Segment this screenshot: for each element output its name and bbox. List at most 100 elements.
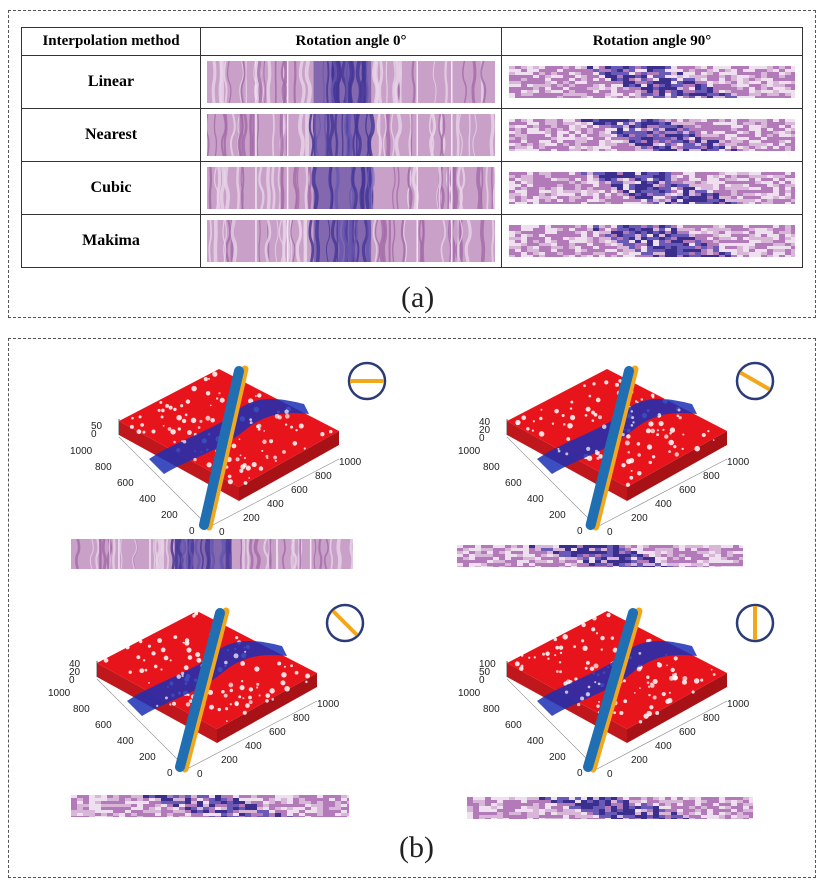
y-tick-label: 600 xyxy=(505,720,522,731)
caption-a: (a) xyxy=(401,281,435,314)
x-tick-label: 200 xyxy=(631,755,648,766)
cut-line-blue xyxy=(585,366,634,530)
cell-rotation-90 xyxy=(501,214,803,268)
histology-strip-90deg xyxy=(509,119,795,151)
y-tick-label: 1000 xyxy=(458,446,481,457)
z-tick-label: 0 xyxy=(91,429,97,440)
slab-side-right xyxy=(627,673,727,743)
histology-strip-90deg xyxy=(509,225,795,257)
histology-strip-90deg xyxy=(509,66,795,98)
cut-line-orange xyxy=(205,365,249,531)
cell-rotation-90 xyxy=(501,55,803,109)
header-interpolation-method: Interpolation method xyxy=(21,27,201,56)
cut-line-orange xyxy=(589,607,643,773)
y-tick-label: 0 xyxy=(577,526,583,537)
interpolation-table: Interpolation method Rotation angle 0° R… xyxy=(21,27,803,268)
histology-strip-90deg xyxy=(509,172,795,204)
cut-line-blue xyxy=(199,366,244,530)
section-strip-4 xyxy=(467,797,755,824)
cell-rotation-0 xyxy=(200,55,502,109)
table-row: Nearest xyxy=(21,108,803,162)
histology-section-strip xyxy=(71,795,353,819)
x-tick-label: 800 xyxy=(703,713,720,724)
y-tick-label: 1000 xyxy=(70,446,93,457)
y-tick-label: 400 xyxy=(139,494,156,505)
cut-line-blue xyxy=(175,608,225,772)
section-strip-1 xyxy=(71,538,355,574)
x-tick-label: 400 xyxy=(267,499,284,510)
z-tick-label: 0 xyxy=(479,675,485,686)
y-tick-label: 200 xyxy=(549,510,566,521)
y-tick-label: 1000 xyxy=(458,688,481,699)
panel-a: Interpolation method Rotation angle 0° R… xyxy=(8,10,816,318)
method-label: Makima xyxy=(21,214,201,268)
x-tick-label: 400 xyxy=(655,499,672,510)
histology-section-strip xyxy=(467,797,755,821)
cell-rotation-0 xyxy=(200,108,502,162)
y-tick-label: 800 xyxy=(73,704,90,715)
rotation-angle-indicator-icon xyxy=(735,361,775,401)
y-tick-label: 400 xyxy=(117,736,134,747)
header-rotation-90: Rotation angle 90° xyxy=(501,27,803,56)
x-tick-label: 800 xyxy=(315,471,332,482)
x-tick-label: 200 xyxy=(243,513,260,524)
table-row: Cubic xyxy=(21,161,803,215)
volume-view-1: 50 0 1000 800 600 400 200 0 0 200 400 600 800 1000 xyxy=(69,359,419,544)
cell-rotation-0 xyxy=(200,161,502,215)
header-rotation-0: Rotation angle 0° xyxy=(200,27,502,56)
x-tick-label: 0 xyxy=(607,527,613,538)
rotation-angle-indicator-icon xyxy=(735,603,775,643)
y-tick-label: 200 xyxy=(549,752,566,763)
volume-view-3: 40 20 0 1000 800 600 400 200 0 0 200 400 600 800 1000 xyxy=(47,601,397,786)
z-tick-label: 50 xyxy=(91,421,103,432)
x-tick-label: 400 xyxy=(245,741,262,752)
y-tick-label: 200 xyxy=(139,752,156,763)
y-tick-label: 800 xyxy=(95,462,112,473)
x-tick-label: 1000 xyxy=(727,699,750,710)
z-tick-label: 20 xyxy=(479,425,491,436)
z-tick-label: 0 xyxy=(69,675,75,686)
histology-section-strip xyxy=(71,538,355,570)
x-tick-label: 0 xyxy=(197,769,203,780)
y-tick-label: 0 xyxy=(167,768,173,779)
caption-b: (b) xyxy=(399,831,434,864)
z-tick-label: 50 xyxy=(479,667,491,678)
cell-rotation-90 xyxy=(501,161,803,215)
z-tick-label: 0 xyxy=(479,433,485,444)
z-tick-label: 40 xyxy=(69,659,81,670)
section-strip-3 xyxy=(71,795,353,822)
histology-strip-0deg xyxy=(207,220,495,262)
x-tick-label: 0 xyxy=(219,527,225,538)
x-tick-label: 600 xyxy=(269,727,286,738)
cut-line-orange xyxy=(592,365,639,531)
slab-side-right xyxy=(239,431,339,501)
table-row: Makima xyxy=(21,214,803,268)
y-tick-label: 200 xyxy=(161,510,178,521)
histology-strip-0deg xyxy=(207,61,495,103)
y-tick-label: 0 xyxy=(189,526,195,537)
z-tick-label: 40 xyxy=(479,417,491,428)
y-tick-label: 400 xyxy=(527,494,544,505)
z-tick-label: 100 xyxy=(479,659,496,670)
x-tick-label: 400 xyxy=(655,741,672,752)
cut-line-orange xyxy=(181,607,230,773)
cell-rotation-90 xyxy=(501,108,803,162)
x-tick-label: 600 xyxy=(679,727,696,738)
x-tick-label: 600 xyxy=(291,485,308,496)
y-tick-label: 400 xyxy=(527,736,544,747)
y-tick-label: 0 xyxy=(577,768,583,779)
y-tick-label: 600 xyxy=(117,478,134,489)
histology-section-strip xyxy=(457,545,745,569)
y-tick-label: 600 xyxy=(95,720,112,731)
x-tick-label: 800 xyxy=(703,471,720,482)
y-tick-label: 800 xyxy=(483,704,500,715)
cut-line-blue xyxy=(583,608,638,772)
table-row: Linear xyxy=(21,55,803,109)
histology-strip-0deg xyxy=(207,167,495,209)
x-tick-label: 1000 xyxy=(727,457,750,468)
volume-view-4: 100 50 0 1000 800 600 400 200 0 0 200 400 600 800 1000 xyxy=(457,601,807,786)
